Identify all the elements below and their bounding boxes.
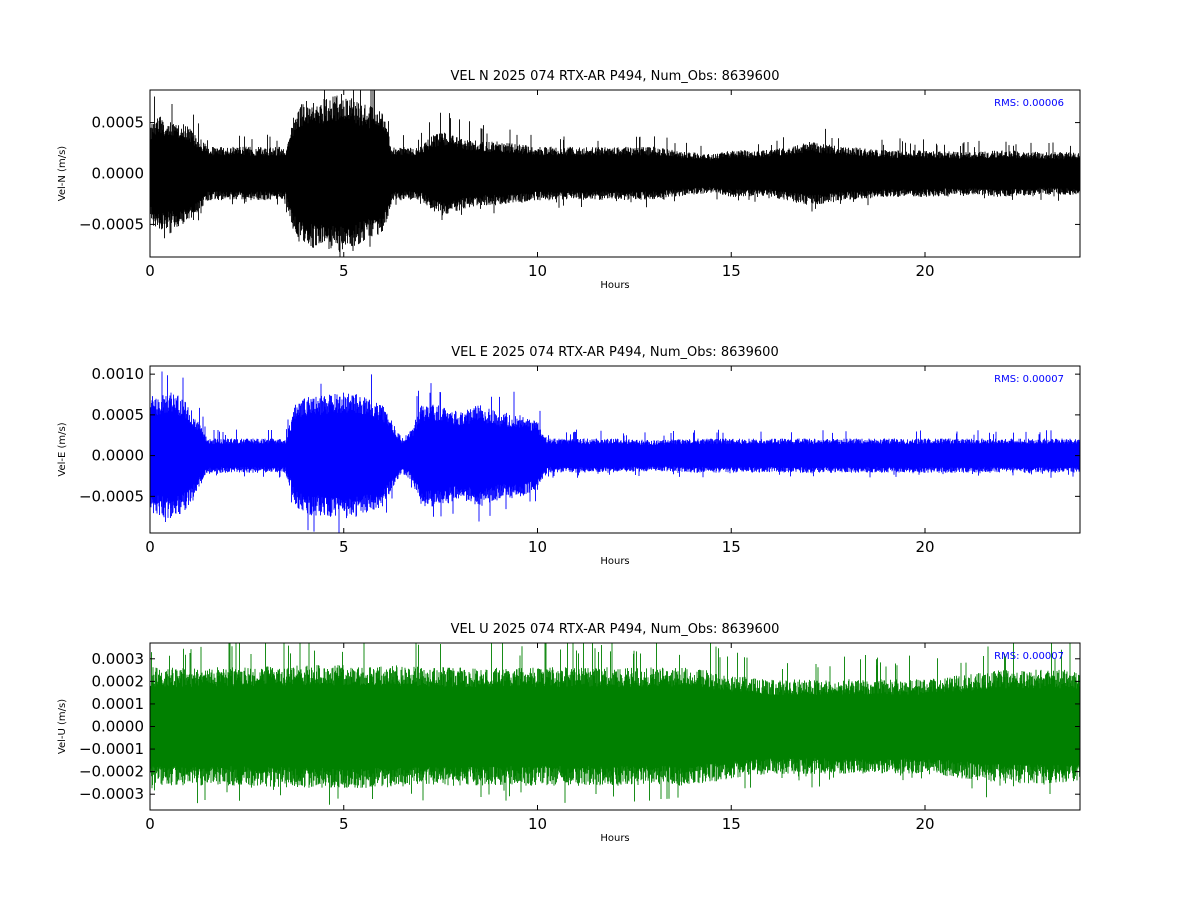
x-tick-label: 15	[722, 538, 741, 556]
y-tick-label: 0.0000	[92, 447, 145, 465]
series-trace	[150, 643, 1080, 805]
y-axis-label: Vel-E (m/s)	[57, 422, 68, 476]
x-axis-label: Hours	[600, 556, 629, 567]
panel-vel-e: VEL E 2025 074 RTX-AR P494, Num_Obs: 863…	[57, 345, 1081, 567]
y-tick-label: 0.0000	[92, 165, 145, 183]
y-tick-label: −0.0003	[79, 785, 144, 803]
panel-vel-n: VEL N 2025 074 RTX-AR P494, Num_Obs: 863…	[57, 69, 1081, 291]
y-tick-label: −0.0002	[79, 763, 144, 781]
x-axis-label: Hours	[600, 833, 629, 844]
x-tick-label: 15	[722, 815, 741, 833]
y-tick-label: 0.0005	[92, 114, 145, 132]
x-tick-label: 10	[528, 262, 547, 280]
series-trace	[150, 90, 1080, 257]
x-tick-label: 10	[528, 538, 547, 556]
axes-frame	[149, 365, 1081, 534]
y-tick-label: 0.0000	[92, 718, 145, 736]
x-tick-label: 5	[339, 262, 349, 280]
plot-title: VEL N 2025 074 RTX-AR P494, Num_Obs: 863…	[451, 69, 780, 84]
x-tick-label: 20	[915, 538, 934, 556]
x-tick-label: 0	[145, 538, 155, 556]
x-tick-label: 20	[915, 815, 934, 833]
x-tick-label: 0	[145, 262, 155, 280]
x-tick-label: 15	[722, 262, 741, 280]
panel-vel-u: VEL U 2025 074 RTX-AR P494, Num_Obs: 863…	[57, 622, 1081, 844]
plot-title: VEL U 2025 074 RTX-AR P494, Num_Obs: 863…	[451, 622, 780, 637]
rms-label: RMS: 0.00007	[994, 374, 1064, 385]
y-tick-label: 0.0002	[92, 672, 145, 690]
x-tick-label: 10	[528, 815, 547, 833]
rms-label: RMS: 0.00007	[994, 651, 1064, 662]
plot-title: VEL E 2025 074 RTX-AR P494, Num_Obs: 863…	[451, 345, 778, 360]
rms-label: RMS: 0.00006	[994, 98, 1064, 109]
x-tick-label: 20	[915, 262, 934, 280]
y-tick-label: −0.0001	[79, 740, 144, 758]
x-tick-label: 0	[145, 815, 155, 833]
y-tick-label: 0.0010	[92, 365, 145, 383]
x-tick-label: 5	[339, 538, 349, 556]
y-axis-label: Vel-U (m/s)	[57, 699, 68, 754]
y-tick-label: 0.0005	[92, 406, 145, 424]
y-tick-label: 0.0001	[92, 695, 145, 713]
y-tick-label: −0.0005	[79, 215, 144, 233]
y-tick-label: −0.0005	[79, 487, 144, 505]
x-axis-label: Hours	[600, 280, 629, 291]
y-tick-label: 0.0003	[92, 650, 145, 668]
x-tick-label: 5	[339, 815, 349, 833]
series-trace	[150, 371, 1080, 533]
y-axis-label: Vel-N (m/s)	[57, 146, 68, 201]
